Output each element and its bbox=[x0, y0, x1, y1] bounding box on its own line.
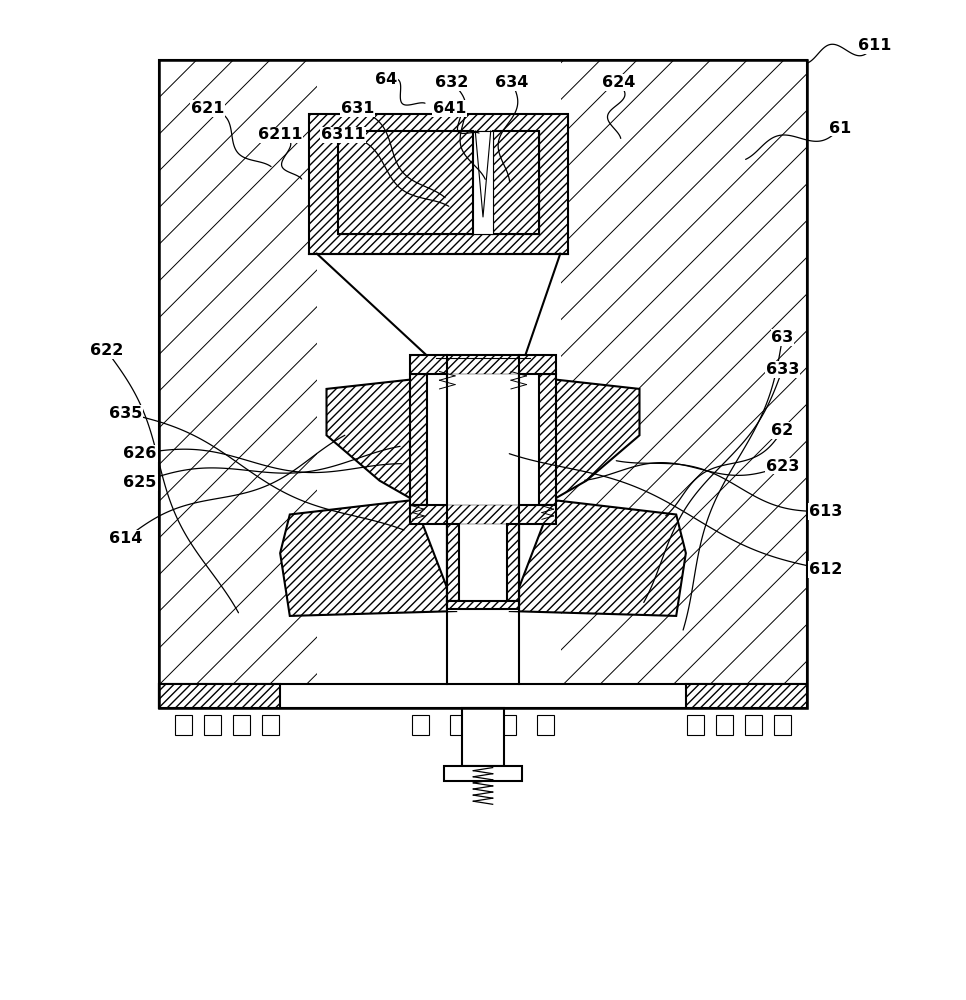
Polygon shape bbox=[539, 374, 556, 505]
Bar bbox=[233, 715, 250, 735]
Polygon shape bbox=[338, 131, 473, 234]
Bar bbox=[444, 766, 522, 781]
Bar bbox=[412, 715, 429, 735]
Text: 63: 63 bbox=[771, 330, 794, 345]
Polygon shape bbox=[507, 524, 519, 601]
Bar bbox=[447, 370, 519, 611]
Bar bbox=[774, 715, 791, 735]
Polygon shape bbox=[510, 500, 686, 616]
Bar bbox=[447, 374, 519, 708]
Bar bbox=[537, 715, 554, 735]
Polygon shape bbox=[159, 684, 280, 708]
Bar bbox=[473, 131, 493, 234]
Text: 621: 621 bbox=[191, 101, 224, 116]
Text: 641: 641 bbox=[433, 101, 466, 116]
Text: 634: 634 bbox=[496, 75, 528, 90]
Bar bbox=[204, 715, 221, 735]
Text: 614: 614 bbox=[109, 531, 142, 546]
Bar bbox=[427, 355, 539, 519]
Text: 611: 611 bbox=[858, 38, 891, 53]
Text: 625: 625 bbox=[124, 475, 156, 490]
Bar bbox=[317, 60, 561, 708]
Polygon shape bbox=[410, 505, 556, 524]
Polygon shape bbox=[493, 131, 539, 234]
Bar bbox=[159, 684, 807, 708]
Text: 631: 631 bbox=[341, 101, 374, 116]
Polygon shape bbox=[447, 601, 519, 609]
Text: 62: 62 bbox=[771, 423, 794, 438]
Bar bbox=[450, 715, 468, 735]
Text: 635: 635 bbox=[109, 406, 142, 421]
Polygon shape bbox=[317, 254, 560, 374]
Bar bbox=[262, 715, 279, 735]
Polygon shape bbox=[280, 500, 456, 616]
Bar bbox=[309, 114, 568, 254]
Bar bbox=[462, 708, 504, 766]
Text: 612: 612 bbox=[810, 562, 842, 577]
Polygon shape bbox=[686, 684, 807, 708]
Bar bbox=[338, 131, 539, 234]
Polygon shape bbox=[553, 379, 639, 500]
Text: 623: 623 bbox=[766, 459, 799, 474]
Text: 613: 613 bbox=[810, 504, 842, 519]
Bar bbox=[309, 114, 568, 254]
Text: 633: 633 bbox=[766, 362, 799, 377]
Polygon shape bbox=[327, 379, 413, 500]
Polygon shape bbox=[410, 374, 427, 505]
Polygon shape bbox=[410, 355, 556, 374]
Text: 626: 626 bbox=[124, 446, 156, 461]
Bar bbox=[687, 715, 704, 735]
Text: 6311: 6311 bbox=[321, 127, 365, 142]
Text: 632: 632 bbox=[436, 75, 469, 90]
Text: 64: 64 bbox=[375, 72, 398, 87]
Text: 622: 622 bbox=[90, 343, 123, 358]
Bar bbox=[159, 60, 807, 708]
Polygon shape bbox=[447, 524, 459, 601]
Text: 61: 61 bbox=[829, 121, 852, 136]
Text: 6211: 6211 bbox=[258, 127, 302, 142]
Bar bbox=[175, 715, 192, 735]
Bar bbox=[159, 60, 807, 708]
Bar bbox=[716, 715, 733, 735]
Bar bbox=[745, 715, 762, 735]
Text: 624: 624 bbox=[602, 75, 635, 90]
Bar bbox=[498, 715, 516, 735]
